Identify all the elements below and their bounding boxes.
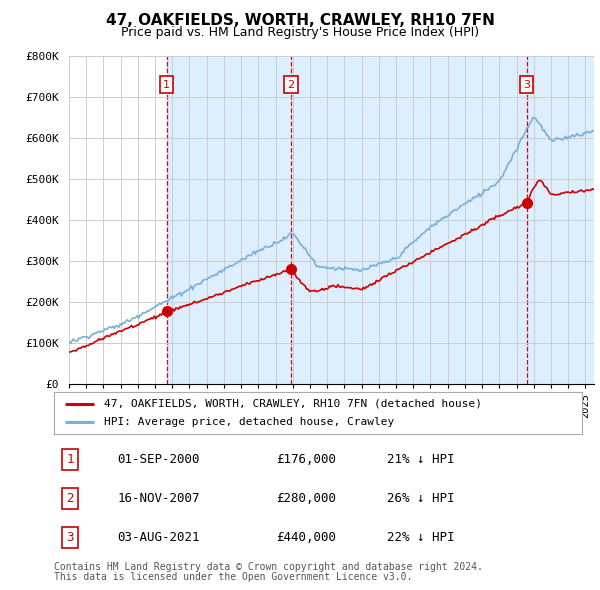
Bar xyxy=(291,56,527,384)
Text: 03-AUG-2021: 03-AUG-2021 xyxy=(118,531,200,544)
Text: 3: 3 xyxy=(66,531,74,544)
Text: Price paid vs. HM Land Registry's House Price Index (HPI): Price paid vs. HM Land Registry's House … xyxy=(121,26,479,39)
Text: £440,000: £440,000 xyxy=(276,531,336,544)
Text: 21% ↓ HPI: 21% ↓ HPI xyxy=(386,453,454,466)
Text: 2: 2 xyxy=(287,80,294,90)
Text: This data is licensed under the Open Government Licence v3.0.: This data is licensed under the Open Gov… xyxy=(54,572,412,582)
Bar xyxy=(167,56,291,384)
Text: 3: 3 xyxy=(523,80,530,90)
Text: 47, OAKFIELDS, WORTH, CRAWLEY, RH10 7FN: 47, OAKFIELDS, WORTH, CRAWLEY, RH10 7FN xyxy=(106,13,494,28)
Text: 26% ↓ HPI: 26% ↓ HPI xyxy=(386,492,454,505)
Text: £280,000: £280,000 xyxy=(276,492,336,505)
Text: £176,000: £176,000 xyxy=(276,453,336,466)
Text: 16-NOV-2007: 16-NOV-2007 xyxy=(118,492,200,505)
Text: 1: 1 xyxy=(66,453,74,466)
Text: 01-SEP-2000: 01-SEP-2000 xyxy=(118,453,200,466)
Text: 47, OAKFIELDS, WORTH, CRAWLEY, RH10 7FN (detached house): 47, OAKFIELDS, WORTH, CRAWLEY, RH10 7FN … xyxy=(104,398,482,408)
Bar xyxy=(527,56,594,384)
Text: 2: 2 xyxy=(66,492,74,505)
Text: Contains HM Land Registry data © Crown copyright and database right 2024.: Contains HM Land Registry data © Crown c… xyxy=(54,562,483,572)
Text: HPI: Average price, detached house, Crawley: HPI: Average price, detached house, Craw… xyxy=(104,418,394,428)
Text: 22% ↓ HPI: 22% ↓ HPI xyxy=(386,531,454,544)
Text: 1: 1 xyxy=(163,80,170,90)
